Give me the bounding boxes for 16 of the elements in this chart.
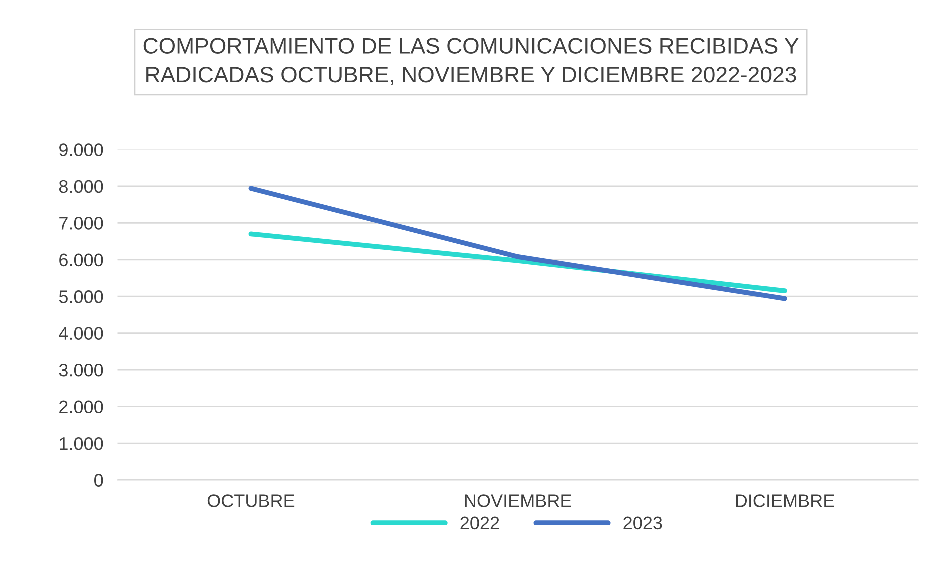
y-tick-label: 4.000 <box>59 327 104 340</box>
y-tick-label: 5.000 <box>59 290 104 304</box>
y-tick-label: 9.000 <box>60 144 104 156</box>
y-tick-label: 1.000 <box>60 437 104 450</box>
legend-label: 2023 <box>624 516 662 530</box>
y-tick-label: 2.000 <box>60 400 104 414</box>
y-tick-label: 3.000 <box>59 364 104 377</box>
chart-title: COMPORTAMIENTO DE LAS COMUNICACIONES RECIBIDAS Y RADICADAS OCTUBRE, NOVIEMBRE Y DICIEMBRE 2022-2023 <box>144 38 799 86</box>
y-tick-label: 8.000 <box>59 180 104 194</box>
y-tick-label: 6.000 <box>60 254 104 267</box>
legend-label: 2022 <box>460 516 500 530</box>
x-tick-label: OCTUBRE <box>208 494 295 508</box>
y-tick-label: 0 <box>94 474 104 487</box>
x-tick-label: NOVIEMBRE <box>465 494 572 508</box>
x-tick-label: DICIEMBRE <box>736 494 834 508</box>
y-tick-label: 7.000 <box>60 217 104 230</box>
